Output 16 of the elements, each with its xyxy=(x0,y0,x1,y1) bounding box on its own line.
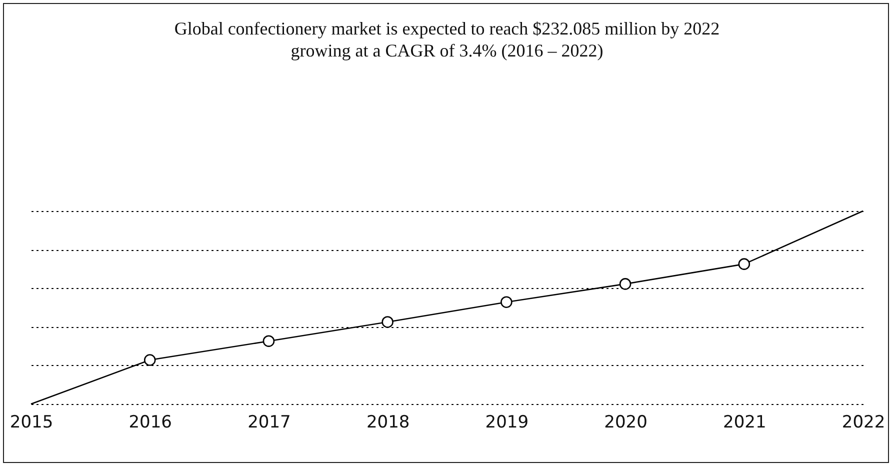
point xyxy=(262,335,275,347)
point xyxy=(144,354,156,366)
chart-subtitle: growing at a CAGR of 3.4% (2016 – 2022) xyxy=(290,40,604,60)
x-tick-label: 2021 xyxy=(723,412,766,432)
point xyxy=(619,278,632,290)
x-tick-label: 2018 xyxy=(366,412,410,432)
x-tick-label: 2020 xyxy=(604,412,648,432)
x-tick-label: 2022 xyxy=(842,412,886,432)
x-tick-label: 2016 xyxy=(128,412,172,432)
x-tick-label: 2019 xyxy=(485,412,529,432)
x-tick-label: 2017 xyxy=(248,412,291,432)
x-tick-label: 2015 xyxy=(10,412,54,432)
chart-title: Global confectionery market is expected to reach $232.085 million by 2022 xyxy=(174,18,720,38)
point xyxy=(500,296,512,308)
point xyxy=(382,316,394,328)
point xyxy=(738,258,750,270)
